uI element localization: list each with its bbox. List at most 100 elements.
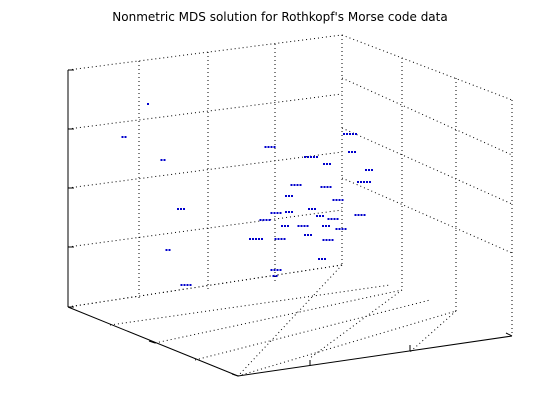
marker-dot [351,151,353,153]
marker-dot [365,169,367,171]
marker-dot [264,146,267,148]
marker-dot [349,133,351,135]
marker-dot [288,195,290,197]
marker-dot [320,186,323,188]
marker-dot [322,215,324,217]
scatter-point [259,219,271,221]
marker-dot [344,228,347,230]
marker-dot [270,269,273,271]
marker-dot [273,212,276,214]
scatter-point [272,275,278,277]
marker-dot [304,156,306,158]
axes [67,70,513,377]
marker-dot [261,238,263,240]
marker-dot [319,215,321,217]
marker-dot [354,214,357,216]
scatter-point [285,195,293,197]
marker-dot [276,269,279,271]
marker-dot [124,136,127,138]
marker-dot [259,219,262,221]
marker-dot [363,181,365,183]
marker-dot [371,169,373,171]
scatter-point [335,228,347,230]
marker-dot [326,186,329,188]
scatter-point [290,184,302,186]
scatter-markers [121,103,373,286]
marker-dot [352,133,354,135]
scatter-point [180,284,192,286]
marker-dot [283,238,286,240]
marker-dot [335,199,338,201]
scatter-point [354,214,366,216]
marker-dot [369,181,371,183]
scatter-point [320,186,332,188]
marker-dot [341,199,344,201]
marker-dot [321,258,323,260]
scatter-point [343,133,357,135]
marker-dot [276,212,279,214]
marker-dot [287,225,289,227]
marker-dot [336,218,339,220]
marker-dot [360,181,362,183]
marker-dot [279,212,282,214]
marker-dot [304,234,306,236]
scatter-point [270,269,282,271]
marker-dot [272,275,275,277]
marker-dot [306,225,309,227]
marker-dot [329,186,332,188]
marker-dot [363,214,366,216]
marker-dot [322,225,324,227]
scatter-point [297,225,309,227]
marker-dot [160,159,163,161]
marker-dot [183,208,185,210]
marker-dot [331,239,334,241]
marker-dot [147,103,149,105]
scatter-point [323,163,331,165]
marker-dot [323,186,326,188]
marker-dot [290,184,293,186]
side-wall-grid [67,34,343,308]
marker-dot [338,199,341,201]
marker-dot [177,208,179,210]
marker-dot [163,159,166,161]
marker-dot [275,275,278,277]
marker-dot [360,214,363,216]
marker-dot [183,284,186,286]
scatter-point [264,146,276,148]
marker-dot [273,269,276,271]
marker-dot [249,238,251,240]
scatter-point [348,151,356,153]
marker-dot [327,218,330,220]
marker-dot [268,219,271,221]
marker-dot [323,163,325,165]
marker-dot [333,218,336,220]
marker-dot [296,184,299,186]
marker-dot [322,239,325,241]
scatter-point [285,211,293,213]
marker-dot [186,284,189,286]
marker-dot [273,146,276,148]
marker-dot [307,234,309,236]
marker-dot [284,225,286,227]
marker-dot [265,219,268,221]
marker-dot [180,284,183,286]
marker-dot [262,219,265,221]
floor-grid [67,264,457,377]
marker-dot [168,249,171,251]
marker-dot [325,239,328,241]
marker-dot [291,195,293,197]
marker-dot [308,208,310,210]
marker-dot [285,211,287,213]
scatter-point [322,239,334,241]
marker-dot [326,163,328,165]
marker-dot [341,228,344,230]
marker-dot [338,228,341,230]
marker-dot [313,156,315,158]
marker-dot [165,249,168,251]
scatter-point [316,215,324,217]
marker-dot [252,238,254,240]
scatter-point [281,225,289,227]
marker-dot [346,133,348,135]
